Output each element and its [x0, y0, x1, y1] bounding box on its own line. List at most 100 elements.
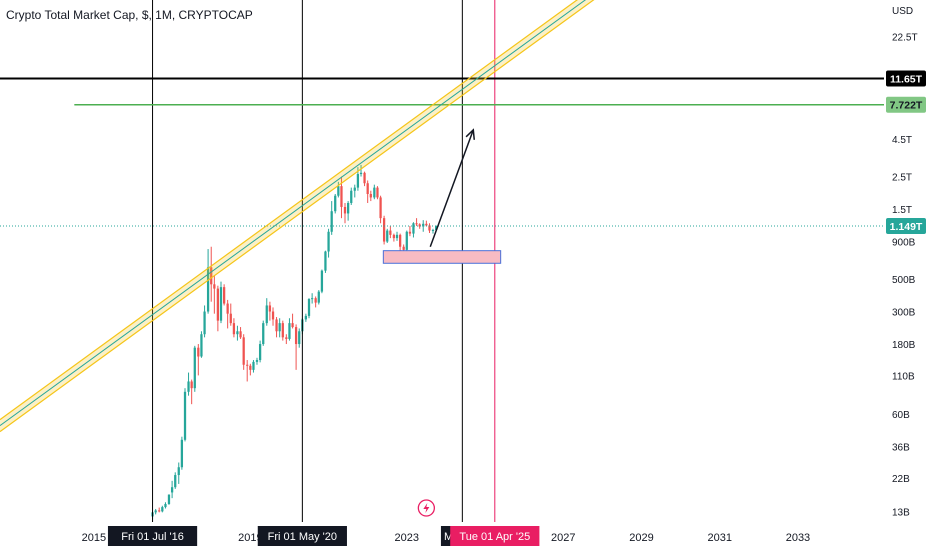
channel-upper-line [0, 0, 578, 421]
candle-body-23 [226, 303, 229, 314]
y-tick-label: 110B [892, 371, 915, 382]
y-tick-label: 180B [892, 340, 916, 351]
price-axis-bg [884, 0, 932, 550]
candle-body-85 [428, 225, 431, 231]
candle-body-86 [431, 229, 435, 231]
date-label-bg-1 [257, 526, 347, 546]
candle-body-56 [334, 195, 337, 212]
demand-zone [382, 250, 502, 264]
candle-body-42 [288, 323, 291, 339]
candle-body-77 [402, 246, 405, 250]
candle-body-60 [346, 202, 350, 214]
candle-body-80 [412, 223, 415, 234]
candle-body-45 [298, 331, 301, 345]
candle-body-40 [281, 323, 284, 338]
candle-body-68 [373, 187, 376, 198]
candle-body-58 [340, 186, 343, 207]
candle-body-24 [229, 313, 232, 324]
candle-body-35 [265, 305, 268, 324]
candle-body-75 [395, 234, 399, 239]
candle-body-3 [161, 507, 164, 512]
candle-body-71 [382, 218, 386, 242]
candle-body-82 [418, 224, 421, 227]
candle-body-76 [399, 234, 402, 247]
date-label-bg-3 [450, 526, 540, 546]
candle-body-5 [167, 494, 171, 504]
projection-arrow-head [465, 128, 476, 140]
y-tick-label: 300B [892, 308, 916, 319]
date-label-0: Fri 01 Jul '16 [121, 531, 184, 543]
candle-body-84 [425, 223, 428, 226]
candle-body-26 [236, 331, 239, 335]
candle-body-25 [232, 323, 236, 335]
candle-body-37 [271, 311, 275, 320]
candle-body-79 [408, 231, 412, 234]
y-tick-label: 4.5T [892, 135, 912, 146]
y-tick-label: 13B [892, 507, 910, 518]
y-tick-label: 900B [892, 238, 916, 249]
candle-body-70 [379, 197, 382, 219]
price-label-1: 7.722T [890, 100, 923, 112]
channel-lower-line [0, 0, 595, 433]
x-tick-label: 2029 [629, 532, 653, 544]
candle-body-65 [363, 172, 366, 184]
date-label-3: Tue 01 Apr '25 [459, 531, 530, 543]
lightning-icon-glyph [423, 503, 430, 513]
y-tick-label: 22.5T [892, 33, 918, 44]
candle-body-51 [317, 291, 320, 303]
candle-body-17 [206, 267, 210, 312]
y-tick-label: 1.5T [892, 205, 912, 216]
candle-body-10 [183, 391, 187, 440]
candle-body-34 [262, 323, 265, 345]
candle-body-69 [376, 187, 379, 198]
price-label-0: 11.65T [890, 74, 923, 86]
candle-body-20 [216, 288, 220, 321]
price-label-bg-2 [886, 218, 926, 235]
candle-body-53 [324, 251, 327, 271]
candle-body-27 [239, 331, 242, 338]
candle-body-2 [158, 510, 161, 512]
candle-body-74 [392, 234, 396, 239]
candle-body-14 [197, 347, 200, 357]
chart-title: Crypto Total Market Cap, $, 1M, CRYPTOCA… [6, 8, 253, 22]
candle-body-13 [193, 347, 196, 389]
candle-body-18 [210, 267, 213, 285]
x-tick-label: 2027 [551, 532, 575, 544]
candle-body-16 [203, 311, 206, 335]
candle-body-72 [386, 230, 389, 242]
candle-body-29 [246, 364, 249, 366]
candle-body-28 [242, 337, 245, 365]
y-tick-label: USD [892, 6, 913, 17]
y-tick-label: 60B [892, 410, 910, 421]
date-label-1: Fri 01 May '20 [268, 531, 337, 543]
candle-body-57 [337, 186, 340, 196]
candle-body-66 [366, 183, 369, 194]
candles-group [151, 164, 438, 520]
candle-body-11 [187, 381, 190, 392]
candle-body-64 [359, 172, 363, 175]
candle-body-32 [255, 360, 259, 362]
candle-body-48 [307, 299, 311, 316]
candle-body-6 [170, 487, 174, 493]
candle-body-67 [369, 193, 372, 198]
candle-body-55 [330, 211, 333, 232]
y-tick-label: 36B [892, 443, 910, 454]
candle-body-21 [219, 287, 223, 321]
candle-body-61 [350, 190, 353, 203]
candle-body-83 [422, 223, 425, 227]
candle-body-39 [278, 323, 281, 332]
candle-body-63 [356, 174, 360, 188]
candle-body-31 [252, 361, 255, 370]
candle-body-7 [174, 475, 177, 488]
candle-body-1 [154, 510, 157, 513]
candle-body-73 [389, 230, 392, 235]
candle-body-47 [304, 315, 308, 320]
y-tick-label: 2.5T [892, 173, 912, 184]
candle-body-81 [415, 223, 418, 225]
candle-body-78 [405, 231, 408, 250]
candle-body-9 [180, 439, 184, 468]
candle-body-49 [311, 298, 314, 300]
date-label-bg-0 [107, 526, 198, 546]
x-tick-label: 2015 [82, 532, 106, 544]
